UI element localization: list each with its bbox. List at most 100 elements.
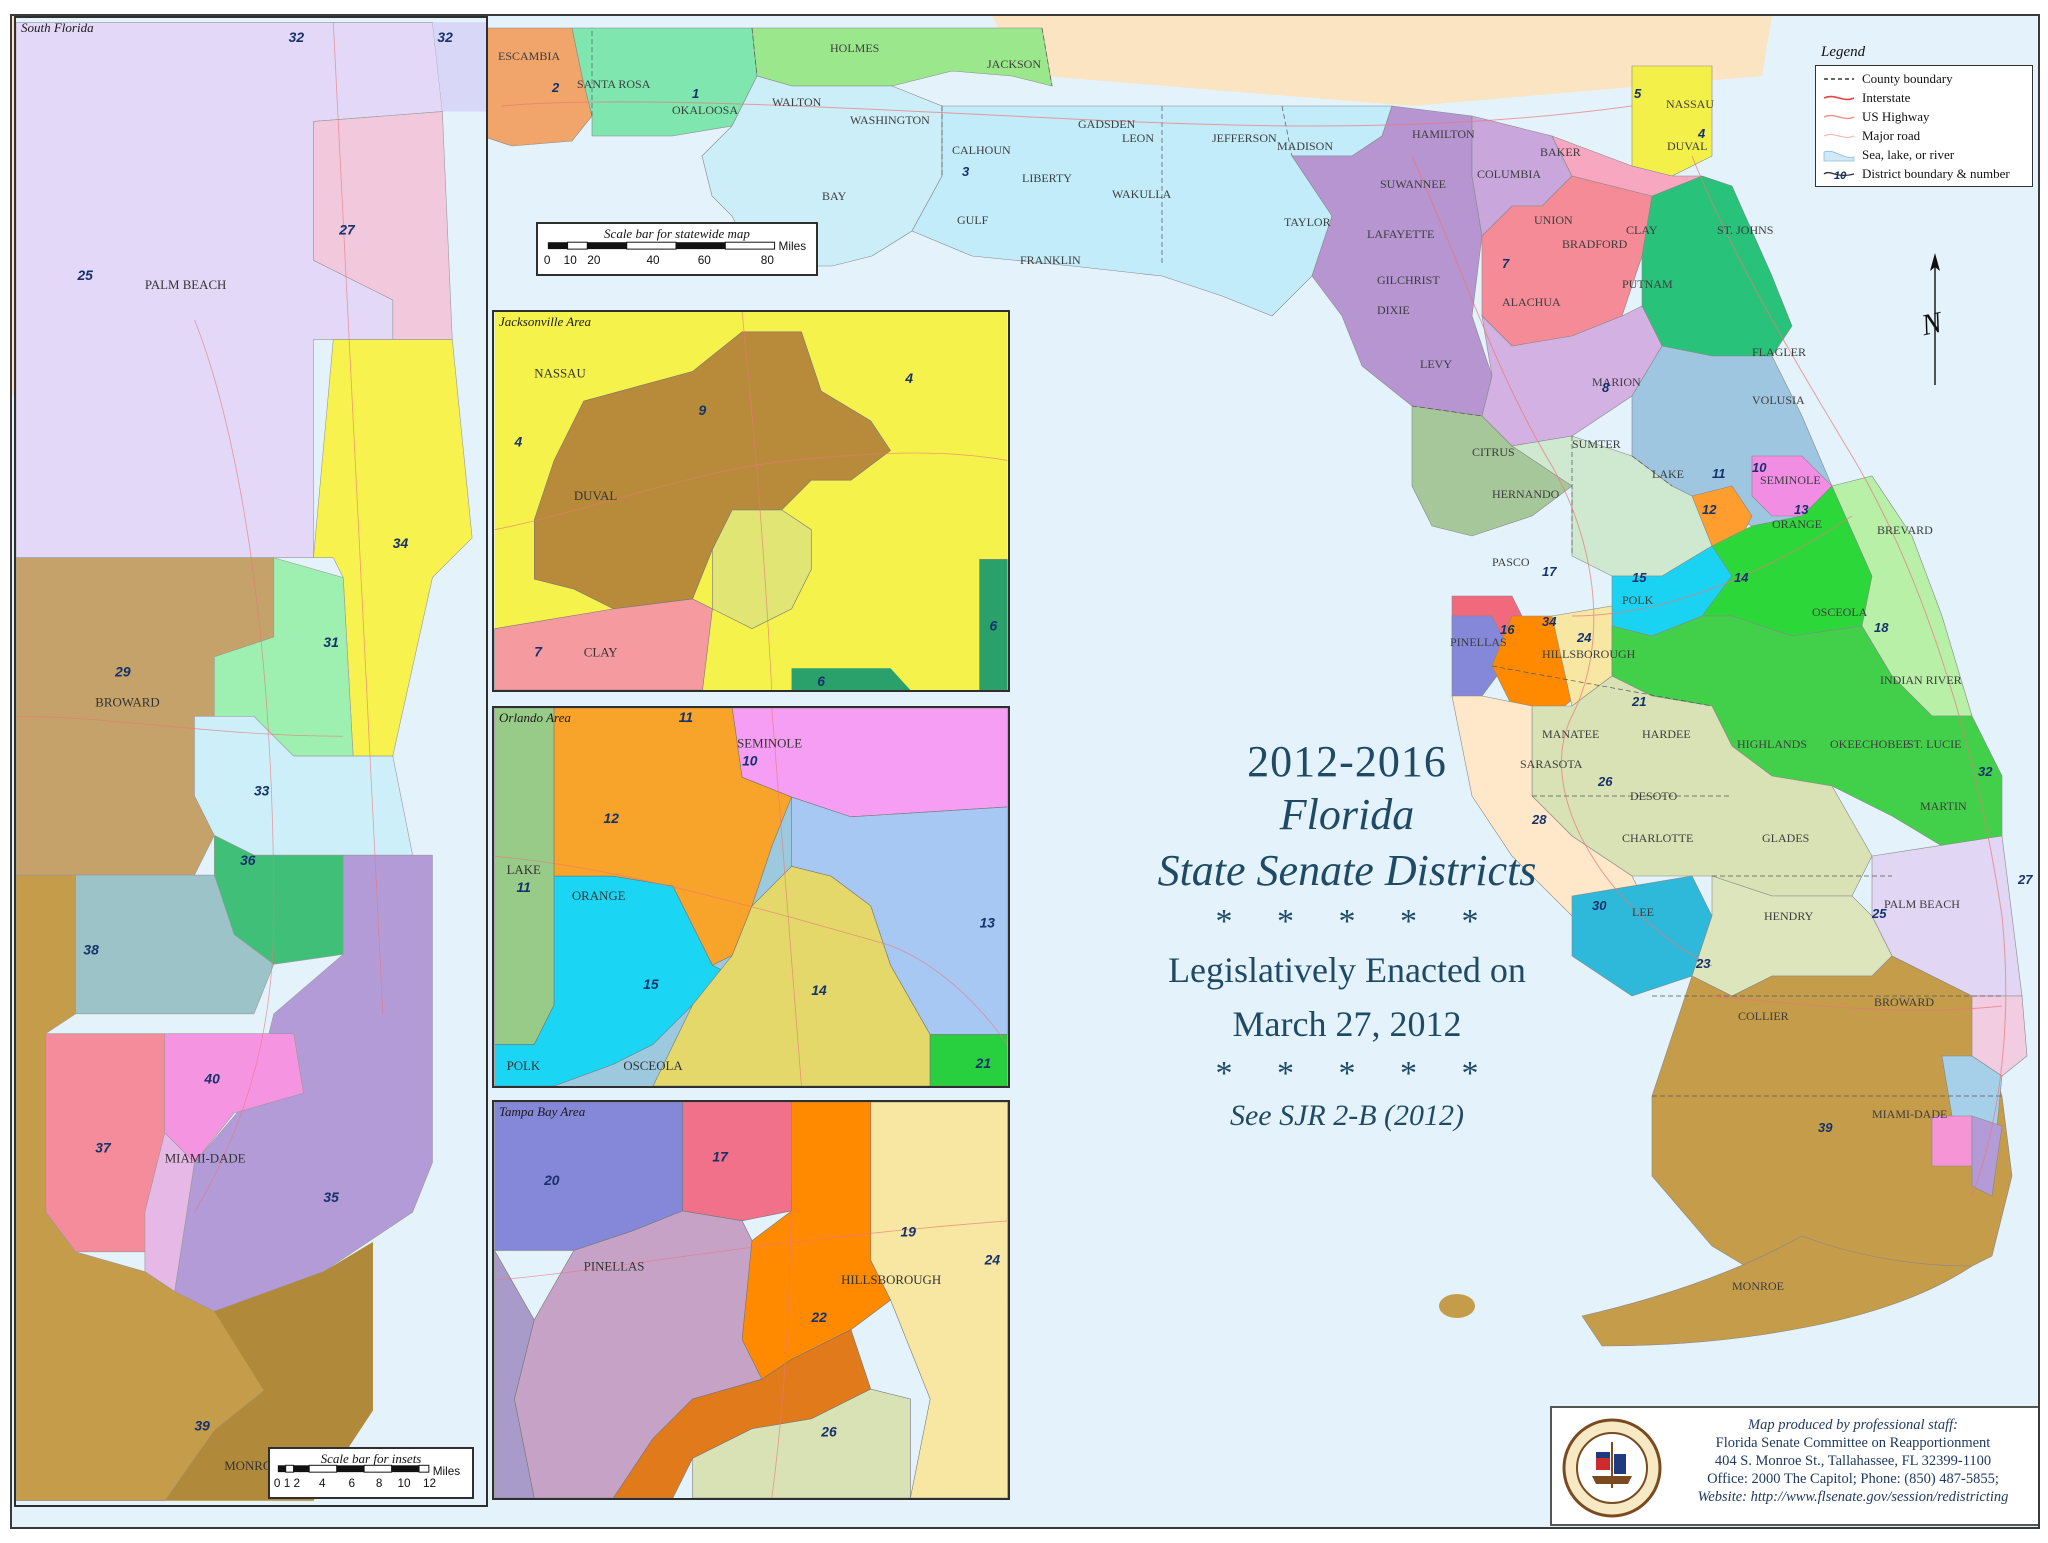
county-label: CITRUS [1472, 445, 1515, 459]
legend-district-number: 10 [1834, 170, 1847, 181]
district-number: 7 [1502, 256, 1510, 271]
district-number: 12 [1702, 502, 1717, 517]
county-label: DUVAL [1667, 139, 1707, 153]
inset-orlando: Orlando Area SEMINOLE LAKE ORANGE POLK O… [492, 706, 1010, 1088]
district-39-east-area [164, 1241, 373, 1501]
county-label: ST. LUCIE [1907, 737, 1961, 751]
district-number: 11 [1712, 466, 1726, 481]
county-label: JEFFERSON [1212, 131, 1277, 145]
county-label: CHARLOTTE [1622, 831, 1693, 845]
title-stars-top: * * * * * [1215, 903, 1497, 940]
county-label: UNION [1534, 213, 1573, 227]
district-number: 12 [604, 810, 620, 826]
scale-tick: 4 [319, 1477, 326, 1490]
county-label: HOLMES [830, 41, 879, 55]
county-label: MONROE [224, 1459, 280, 1473]
county-label: HERNANDO [1492, 487, 1560, 501]
south-florida-map-svg: PALM BEACH BROWARD MIAMI-DADE MONROE 32 … [16, 21, 486, 1502]
district-number: 34 [393, 535, 409, 551]
scale-tick: 6 [348, 1477, 355, 1490]
north-arrow-icon: N [1920, 253, 1947, 385]
credit-website-link[interactable]: http://www.flsenate.gov/session/redistri… [1750, 1489, 2009, 1505]
district-number: 31 [323, 634, 338, 650]
county-label: LAKE [1652, 467, 1684, 481]
title-enacted: Legislatively Enacted on [1168, 950, 1526, 990]
district-number: 35 [323, 1189, 339, 1205]
road-line-icon [1823, 133, 1855, 138]
scale-bar-graphic: 0 1 2 4 6 8 10 12 Miles [274, 1464, 461, 1490]
scale-tick: 60 [698, 253, 712, 267]
legend-row-water: Sea, lake, or river [1822, 145, 2026, 164]
inset-tampa-bay: Tampa Bay Area PINELLAS HILLSBOROUGH 17 … [492, 1100, 1010, 1500]
district-number: 8 [1602, 380, 1610, 395]
county-label: HILLSBOROUGH [841, 1273, 941, 1287]
county-label: PALM BEACH [145, 278, 226, 292]
credit-line-1: Map produced by professional staff: [1748, 1417, 1958, 1433]
county-label: VOLUSIA [1752, 393, 1805, 407]
road-network [501, 101, 2007, 1197]
dashed-line-icon [1824, 77, 1854, 80]
county-label: ORANGE [1772, 517, 1822, 531]
title-reference: See SJR 2-B (2012) [1229, 1099, 1465, 1132]
district-number: 4 [1697, 126, 1706, 141]
county-label: BROWARD [1874, 995, 1934, 1009]
district-number: 13 [980, 915, 996, 931]
tampa-road-network [494, 1102, 1008, 1498]
district-number: 32 [1978, 764, 1993, 779]
county-label: OSCEOLA [623, 1059, 683, 1073]
county-label: GILCHRIST [1377, 273, 1440, 287]
county-label: CLAY [1626, 223, 1658, 237]
district-number: 11 [516, 879, 530, 895]
county-label: DUVAL [574, 489, 617, 503]
highway-line-icon [1823, 114, 1855, 119]
legend-row-county: County boundary [1822, 69, 2026, 88]
district-4-south-area [712, 509, 812, 629]
county-label: POLK [507, 1059, 541, 1073]
district-number: 16 [1500, 622, 1515, 637]
title-years: 2012-2016 [1247, 737, 1447, 786]
county-label: COLUMBIA [1477, 167, 1541, 181]
district-39-area [1651, 955, 2013, 1307]
county-label: MIAMI-DADE [1872, 1107, 1947, 1121]
credit-box: Map produced by professional staff: Flor… [1550, 1406, 2038, 1526]
scale-title: Scale bar for statewide map [604, 226, 750, 241]
county-label: ALACHUA [1502, 295, 1561, 309]
county-label: FLAGLER [1752, 345, 1806, 359]
district-number: 34 [1542, 614, 1557, 629]
district-17-area [682, 1102, 792, 1222]
scale-unit: Miles [433, 1465, 461, 1478]
district-7-area [494, 598, 713, 690]
county-label: HENDRY [1764, 909, 1814, 923]
district-number: 40 [203, 1070, 220, 1086]
district-15-area [494, 875, 733, 1086]
credit-line-5: Website: http://www.flsenate.gov/session… [1668, 1488, 2038, 1506]
district-number: 7 [534, 643, 543, 659]
inset-south-florida: South Florida PALM BEACH BROWARD MIAMI-D… [14, 16, 488, 1507]
north-label: N [1920, 305, 1947, 342]
county-label: MANATEE [1542, 727, 1599, 741]
district-number: 10 [742, 752, 758, 768]
map-title-block: 2012-2016 Florida State Senate Districts… [1072, 736, 1622, 1133]
county-label: MARTIN [1920, 799, 1967, 813]
district-40-area [1931, 1115, 1973, 1167]
county-label: HARDEE [1642, 727, 1691, 741]
legend-title: Legend [1821, 44, 1866, 60]
county-label: CALHOUN [952, 143, 1011, 157]
district-number: 28 [1531, 812, 1547, 827]
district-4-north-area [1551, 135, 1703, 197]
credit-text: Map produced by professional staff: Flor… [1668, 1416, 2038, 1506]
scale-tick: 10 [564, 253, 578, 267]
district-number: 27 [2017, 872, 2033, 887]
county-label: BREVARD [1877, 523, 1933, 537]
county-label: OKALOOSA [672, 103, 738, 117]
district-number: 32 [437, 29, 453, 45]
county-label: WAKULLA [1112, 187, 1172, 201]
district-number: 11 [679, 709, 693, 725]
district-20-west-area [494, 1249, 535, 1498]
title-date: March 27, 2012 [1232, 1004, 1462, 1044]
district-number: 5 [1634, 86, 1642, 101]
statewide-county-labels: ESCAMBIA SANTA ROSA OKALOOSA WALTON HOLM… [498, 41, 1967, 1293]
district-27-area [1971, 995, 2028, 1077]
county-label: HILLSBOROUGH [1542, 647, 1636, 661]
legend-label: US Highway [1862, 108, 1930, 124]
